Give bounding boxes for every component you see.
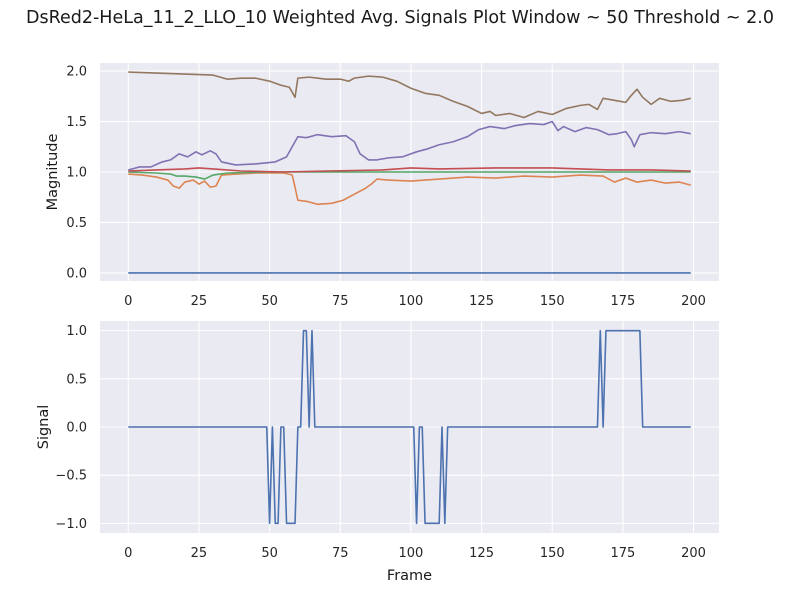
x-tick-label: 175 <box>610 294 635 309</box>
x-axis-label: Frame <box>387 568 432 584</box>
x-tick-label: 75 <box>332 546 349 561</box>
panel-signal: 0 25 50 75 100 125 150 175 200 −1.0 −0.5 0.0 0.5 1.0 S… <box>36 321 719 584</box>
x-tick-label: 0 <box>124 294 132 309</box>
x-tick-label: 200 <box>681 546 706 561</box>
y-tick-label: 1.5 <box>66 115 87 130</box>
x-tick-label: 0 <box>124 546 132 561</box>
x-tick-label: 75 <box>332 294 349 309</box>
x-tick-label: 100 <box>398 546 423 561</box>
y-tick-label: 1.0 <box>66 324 87 339</box>
y-tick-label: 0.0 <box>66 421 87 436</box>
y-tick-label: −1.0 <box>55 517 87 532</box>
series-line-4 <box>128 167 691 173</box>
series-line-6 <box>128 71 691 119</box>
y-tick-label: 0.5 <box>66 216 87 231</box>
x-tick-label: 125 <box>469 546 494 561</box>
y-tick-label: 0.5 <box>66 372 87 387</box>
y-tick-label: 2.0 <box>66 65 87 80</box>
x-tick-label: 125 <box>469 294 494 309</box>
series-line-3 <box>128 171 691 180</box>
y-axis-label: Signal <box>36 405 52 450</box>
x-tick-label: 25 <box>191 294 208 309</box>
y-tick-label: −0.5 <box>55 469 87 484</box>
panel-magnitude: 0 25 50 75 100 125 150 175 200 0.0 0.5 1.0 1.5 2.0 Mag… <box>45 63 719 309</box>
x-tick-label: 150 <box>540 294 565 309</box>
x-tick-label: 25 <box>191 546 208 561</box>
figure-title: DsRed2-HeLa_11_2_LLO_10 Weighted Avg. Si… <box>26 8 774 28</box>
x-tick-label: 200 <box>681 294 706 309</box>
x-tick-label: 150 <box>540 546 565 561</box>
x-tick-label: 50 <box>261 294 278 309</box>
y-tick-label: 0.0 <box>66 266 87 281</box>
x-tick-label: 50 <box>261 546 278 561</box>
x-tick-label: 100 <box>398 294 423 309</box>
series-line-2 <box>128 172 691 206</box>
y-tick-label: 1.0 <box>66 166 87 181</box>
series-line-5 <box>128 120 691 171</box>
y-axis-label: Magnitude <box>45 134 61 211</box>
series-line-1 <box>128 329 691 525</box>
x-tick-label: 175 <box>610 546 635 561</box>
